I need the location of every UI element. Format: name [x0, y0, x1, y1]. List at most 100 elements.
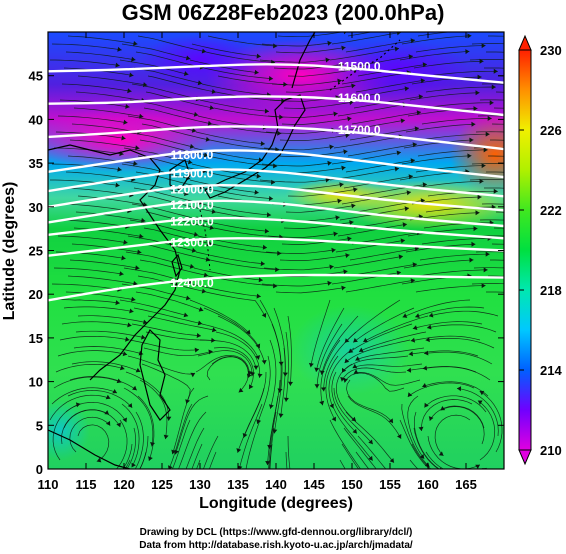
streamline [417, 32, 453, 37]
y-tick-label: 40 [29, 112, 43, 127]
streamline [267, 113, 338, 118]
streamline-arrow [256, 173, 261, 179]
streamline [205, 291, 267, 318]
streamline [137, 35, 207, 53]
streamline-arrow [314, 384, 320, 389]
streamline-arrow [555, 143, 559, 148]
streamline [488, 155, 504, 157]
colorbar-tick-label: 210 [540, 443, 562, 458]
streamline [425, 337, 495, 349]
streamline-arrow [343, 378, 348, 383]
streamline [486, 291, 504, 293]
streamline [199, 99, 270, 112]
streamline [411, 196, 482, 205]
streamline [411, 76, 482, 85]
streamline [211, 356, 249, 393]
streamline [475, 251, 504, 253]
streamline-arrow [176, 470, 181, 475]
streamline [310, 299, 331, 368]
streamline-arrow [348, 348, 354, 353]
streamline-arrow [398, 254, 403, 260]
contour-label: 11600.0 [338, 91, 381, 105]
contour-line [48, 95, 504, 117]
streamline-arrow [193, 111, 199, 117]
streamline-arrow [536, 60, 540, 65]
streamline [413, 427, 440, 469]
streamline [287, 315, 292, 386]
streamline-arrow [548, 85, 552, 90]
streamline [195, 131, 265, 145]
streamline [343, 55, 414, 69]
streamline-arrow [197, 320, 203, 326]
streamline [205, 51, 276, 63]
streamline [69, 139, 140, 149]
streamline-arrow [135, 145, 140, 151]
streamline [139, 451, 147, 469]
streamline [59, 219, 130, 228]
streamline-arrow [236, 448, 242, 453]
x-tick-label: 160 [417, 477, 439, 492]
streamline-arrow [116, 378, 122, 384]
streamline [285, 331, 289, 402]
streamline [440, 406, 485, 445]
streamline [172, 387, 195, 455]
streamline [477, 235, 504, 237]
streamline-arrow [388, 418, 393, 424]
streamline-arrow [256, 53, 261, 59]
streamline-arrow [352, 363, 358, 369]
streamline [479, 99, 504, 101]
streamline [425, 86, 496, 93]
streamline [125, 131, 195, 148]
y-axis-label: Latitude (degrees) [1, 182, 18, 321]
streamline [133, 307, 203, 325]
streamline [265, 249, 336, 254]
streamline-arrow [353, 369, 359, 374]
streamline-arrow [254, 69, 259, 75]
streamline-arrow [117, 46, 122, 52]
streamline [287, 435, 291, 469]
streamline [349, 127, 420, 141]
borneo-coastline [48, 429, 131, 469]
streamline [285, 451, 288, 469]
streamline [201, 323, 260, 360]
streamline-arrow [211, 89, 217, 94]
streamline [191, 43, 261, 57]
streamline [73, 346, 144, 355]
streamline-arrow [345, 133, 350, 138]
taiwan-coastline [171, 253, 183, 278]
streamline [281, 237, 352, 245]
streamline [413, 60, 484, 69]
streamline [269, 443, 273, 469]
streamline-arrow [183, 191, 189, 196]
streamline [69, 416, 111, 453]
streamline-arrow [481, 163, 486, 169]
streamline-arrow [163, 434, 169, 440]
streamline-arrow [538, 164, 542, 169]
streamline [49, 394, 111, 421]
streamline-arrow [198, 306, 204, 312]
streamline [129, 219, 199, 236]
streamline [172, 419, 191, 469]
streamline-arrow [129, 72, 134, 78]
streamline [488, 275, 504, 277]
colorbar-max-triangle [518, 34, 532, 51]
streamline [77, 75, 148, 86]
streamline-arrow [368, 439, 373, 445]
contour-label: 11700.0 [338, 123, 381, 137]
streamline-arrow [549, 190, 553, 195]
streamline [139, 435, 149, 469]
streamline [343, 175, 414, 189]
streamline-arrow [410, 278, 415, 284]
streamline [471, 43, 504, 45]
contour-label: 11900.0 [171, 167, 214, 181]
streamline-arrow [408, 54, 413, 60]
korea-coastline [169, 159, 191, 191]
streamline [422, 366, 491, 381]
streamline [269, 339, 277, 409]
streamline-arrow [115, 62, 120, 68]
streamline [316, 323, 343, 389]
colorbar-ticks: 210 214 218 222 226 230 [519, 43, 562, 458]
streamline-arrow [282, 372, 288, 377]
streamline-arrow [404, 86, 409, 92]
streamline [488, 35, 504, 37]
